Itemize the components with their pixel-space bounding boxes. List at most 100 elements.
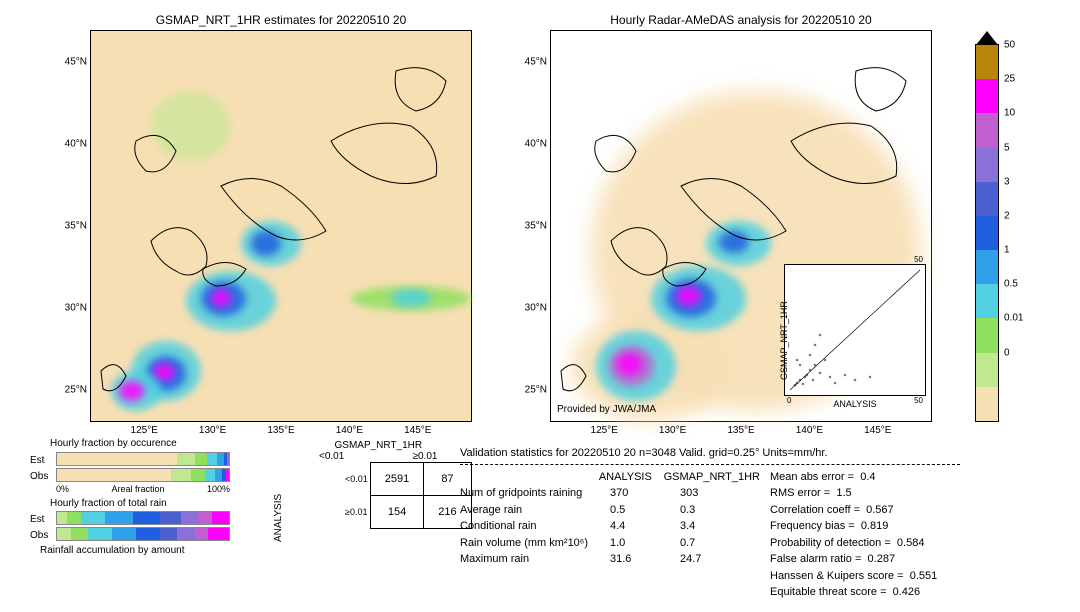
bar-segment <box>171 469 192 481</box>
frac-title2: Hourly fraction of total rain <box>50 498 230 509</box>
ytick: 45°N <box>525 57 551 68</box>
bar-segment <box>112 528 136 540</box>
metric-label: Probability of detection = <box>770 537 891 549</box>
bar-segment <box>208 528 229 540</box>
ytick: 35°N <box>525 221 551 232</box>
colorbar-segment <box>976 148 998 182</box>
bar-segment <box>81 512 105 524</box>
colorbar-tick: 3 <box>1004 176 1010 187</box>
val-label: Rain volume (mm km²10⁶) <box>460 535 610 552</box>
colorbar-segment <box>976 353 998 387</box>
val-label: Maximum rain <box>460 551 610 568</box>
validation-header: Validation statistics for 20220510 20 n=… <box>460 445 960 465</box>
ytick: 30°N <box>65 302 91 313</box>
colorbar-tick: 1 <box>1004 245 1010 256</box>
row-label: Obs <box>30 530 52 541</box>
xtick: 130°E <box>199 421 226 436</box>
bar-segment <box>227 453 229 465</box>
metric-row: Correlation coeff = 0.567 <box>770 502 937 519</box>
metric-value: 0.426 <box>893 586 921 598</box>
val-analysis: 1.0 <box>610 535 680 552</box>
bar-segment <box>136 528 160 540</box>
bar-segment <box>195 453 207 465</box>
metric-row: Hanssen & Kuipers score = 0.551 <box>770 568 937 585</box>
xtick: 125°E <box>591 421 618 436</box>
bar-segment <box>160 528 177 540</box>
provider-label: Provided by JWA/JMA <box>557 404 656 415</box>
scatter-xlabel: ANALYSIS <box>833 399 876 409</box>
ytick: 40°N <box>65 139 91 150</box>
validation-row: Num of gridpoints raining 370 303 <box>460 485 760 502</box>
bar-segment <box>177 453 194 465</box>
bar-segment <box>57 453 177 465</box>
bar-segment <box>88 528 112 540</box>
bar-segment <box>217 453 224 465</box>
metric-value: 0.551 <box>910 570 938 582</box>
bar-segment <box>71 528 88 540</box>
bar-segment <box>177 528 194 540</box>
metric-label: False alarm ratio = <box>770 553 861 565</box>
colorbar-tick: 2 <box>1004 210 1010 221</box>
bar-segment <box>67 512 81 524</box>
validation-block: Validation statistics for 20220510 20 n=… <box>460 445 960 601</box>
colorbar-segment <box>976 113 998 147</box>
bar-segment <box>191 469 205 481</box>
ytick: 40°N <box>525 139 551 150</box>
val-label: Average rain <box>460 502 610 519</box>
map-right-title: Hourly Radar-AMeDAS analysis for 2022051… <box>551 13 931 27</box>
val-gsmap: 3.4 <box>680 518 695 535</box>
colorbar-tick: 0.01 <box>1004 313 1023 324</box>
ct-rowheader: ANALYSIS <box>273 462 340 542</box>
metric-row: Probability of detection = 0.584 <box>770 535 937 552</box>
row-label: Obs <box>30 471 52 482</box>
scatter-ylabel: GSMAP_NRT_1HR <box>779 301 789 380</box>
metric-label: Hanssen & Kuipers score = <box>770 570 904 582</box>
val-analysis: 4.4 <box>610 518 680 535</box>
metric-row: False alarm ratio = 0.287 <box>770 551 937 568</box>
val-label: Conditional rain <box>460 518 610 535</box>
metric-value: 0.819 <box>861 520 889 532</box>
bar-segment <box>57 512 67 524</box>
metric-row: Mean abs error = 0.4 <box>770 469 937 486</box>
col-analysis: ANALYSIS <box>599 469 664 486</box>
metric-label: Equitable threat score = <box>770 586 887 598</box>
ct-row0: <0.01 <box>345 474 368 484</box>
colorbar-tick: 0 <box>1004 347 1010 358</box>
colorbar-tick: 0.5 <box>1004 279 1018 290</box>
colorbar-segment <box>976 45 998 79</box>
ct-row1: ≥0.01 <box>345 507 368 517</box>
bar-segment <box>195 528 209 540</box>
bar-segment <box>215 469 222 481</box>
bar-segment <box>133 512 161 524</box>
bar-segment <box>57 469 171 481</box>
xmin: 0% <box>56 484 69 494</box>
bar-occ-est <box>56 452 230 466</box>
colorbar-segment <box>976 284 998 318</box>
colorbar-tick: 50 <box>1004 40 1015 51</box>
validation-row: Rain volume (mm km²10⁶) 1.0 0.7 <box>460 535 760 552</box>
ct-col0: <0.01 <box>285 451 378 462</box>
metric-row: Frequency bias = 0.819 <box>770 518 937 535</box>
colorbar: 50251053210.50.010 <box>975 44 999 422</box>
scatter-tick: 0 <box>787 396 791 405</box>
val-label: Num of gridpoints raining <box>460 485 610 502</box>
map-left: GSMAP_NRT_1HR estimates for 20220510 20 … <box>90 30 472 422</box>
bar-segment <box>207 453 217 465</box>
val-gsmap: 24.7 <box>680 551 701 568</box>
frac-title3: Rainfall accumulation by amount <box>40 545 230 556</box>
ct-col1: ≥0.01 <box>378 451 471 462</box>
metric-label: Mean abs error = <box>770 471 854 483</box>
xmax: 100% <box>207 484 230 494</box>
frac-title1: Hourly fraction by occurence <box>50 438 177 449</box>
bar-segment <box>226 469 229 481</box>
xtick: 125°E <box>131 421 158 436</box>
ct-colheader: GSMAP_NRT_1HR <box>285 440 472 451</box>
validation-row: Maximum rain 31.6 24.7 <box>460 551 760 568</box>
validation-row: Average rain 0.5 0.3 <box>460 502 760 519</box>
scatter-tick: 50 <box>914 396 923 405</box>
map-right: Hourly Radar-AMeDAS analysis for 2022051… <box>550 30 932 422</box>
colorbar-tick: 5 <box>1004 142 1010 153</box>
xtick: 135°E <box>727 421 754 436</box>
row-label: Est <box>30 455 52 466</box>
contingency-table: 259187 154216 <box>370 462 472 529</box>
